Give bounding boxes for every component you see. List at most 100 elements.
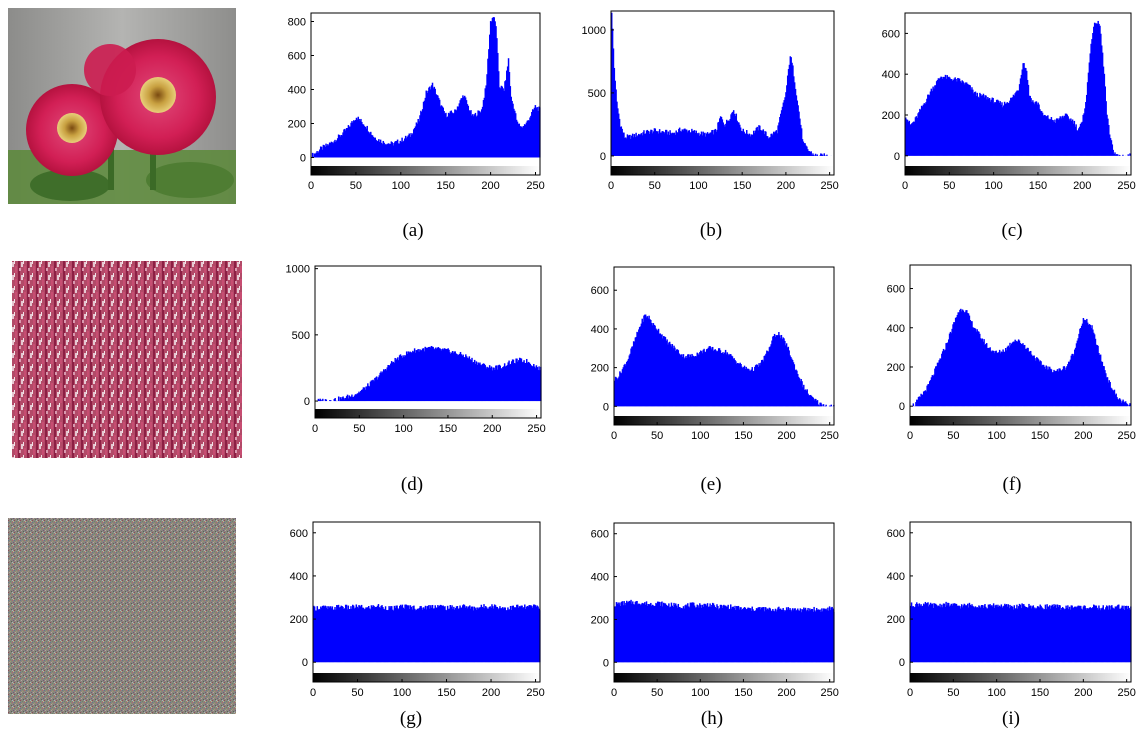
histogram-bar <box>765 131 767 156</box>
histogram-bar <box>803 607 805 663</box>
histogram-bar <box>506 365 509 402</box>
histogram-bar <box>1098 353 1100 407</box>
histogram-bar <box>971 321 973 407</box>
histogram-bar <box>1114 606 1117 663</box>
histogram-bar <box>771 133 773 156</box>
histogram-bar <box>705 133 708 156</box>
histogram-bar <box>1121 605 1123 663</box>
histogram-bar <box>734 116 737 156</box>
histogram-bar <box>966 605 968 663</box>
histogram-bar <box>1010 606 1012 663</box>
histogram-bar <box>1034 358 1036 407</box>
histogram-bar <box>955 603 958 663</box>
x-tick-label: 100 <box>393 687 411 699</box>
histogram-bar <box>813 606 815 663</box>
x-tick-label: 0 <box>310 687 316 699</box>
histogram-bar <box>906 119 909 156</box>
histogram-bar <box>1118 604 1120 663</box>
histogram-bar <box>732 358 735 407</box>
histogram-bar <box>935 366 937 407</box>
histogram-bar <box>708 606 710 663</box>
histogram-bar <box>939 603 941 663</box>
histogram-bar <box>632 341 635 407</box>
histogram-bar <box>1030 605 1032 663</box>
histogram-bar <box>383 142 385 158</box>
histogram-bar <box>414 352 417 402</box>
histogram-bar <box>633 341 636 407</box>
histogram-bar <box>724 605 726 663</box>
histogram-bar <box>356 606 358 663</box>
histogram-bar <box>756 126 758 156</box>
histogram-bar <box>1120 607 1123 663</box>
histogram-bar <box>492 17 495 158</box>
histogram-bar <box>432 608 435 663</box>
histogram-bar <box>506 66 509 158</box>
histogram-bar <box>1110 387 1112 407</box>
histogram-bar <box>744 133 746 156</box>
histogram-bar <box>693 602 695 663</box>
histogram-bar <box>453 351 456 402</box>
histogram-bar <box>512 605 514 663</box>
histogram-bar <box>616 603 619 663</box>
histogram-bar <box>950 79 952 156</box>
histogram-bar <box>640 133 643 156</box>
histogram-bar <box>713 349 716 407</box>
histogram-bar <box>679 607 681 663</box>
histogram-bar <box>487 58 489 158</box>
histogram-bar <box>820 611 822 663</box>
histogram-bar <box>670 346 673 407</box>
histogram-bar <box>371 606 374 663</box>
histogram-bar <box>347 398 350 402</box>
histogram-bar <box>1084 605 1086 663</box>
histogram-bar <box>977 331 979 407</box>
histogram-bar <box>931 603 934 663</box>
histogram-bar <box>342 396 344 402</box>
histogram-bar <box>735 361 737 407</box>
histogram-bar <box>1030 350 1032 407</box>
x-tick-label: 0 <box>312 423 318 435</box>
histogram-bar <box>431 346 434 402</box>
x-tick-label: 200 <box>1073 180 1091 192</box>
histogram-bar <box>489 21 492 158</box>
histogram-bar <box>791 611 793 663</box>
histogram-bar <box>789 56 792 156</box>
histogram-bar <box>385 370 388 402</box>
y-tick-label: 600 <box>882 28 900 40</box>
histogram-bar <box>750 610 753 663</box>
histogram-bar <box>315 152 317 158</box>
histogram-bar <box>1077 338 1079 407</box>
histogram-bar <box>495 26 497 158</box>
histogram-bar <box>377 140 379 158</box>
histogram-bar <box>658 129 661 156</box>
histogram-bar <box>1068 118 1070 156</box>
histogram-bar <box>791 62 793 156</box>
histogram-bar <box>625 602 627 663</box>
histogram-bar <box>635 336 637 407</box>
histogram-bar <box>1042 364 1044 407</box>
histogram-bar <box>962 81 964 156</box>
histogram-bar <box>917 397 920 407</box>
histogram-bar <box>1038 607 1041 663</box>
histogram-bar <box>433 608 436 663</box>
histogram-bar <box>724 352 726 407</box>
histogram-bar <box>934 85 936 156</box>
histogram-bar <box>686 132 689 156</box>
histogram-bar <box>740 130 743 156</box>
histogram-bar <box>772 335 775 407</box>
histogram-bar <box>911 606 914 663</box>
histogram-bar <box>412 133 414 158</box>
histogram-bar <box>349 126 351 158</box>
histogram-bar <box>318 608 320 663</box>
y-tick-label: 200 <box>591 614 609 626</box>
histogram-bar <box>619 371 621 407</box>
histogram-bar <box>469 605 471 663</box>
histogram-bar <box>712 351 715 407</box>
y-tick-label: 200 <box>887 614 905 626</box>
histogram-bar <box>762 129 765 156</box>
histogram-bar <box>993 353 996 407</box>
histogram-bar <box>665 129 667 156</box>
histogram-bar <box>1080 328 1082 407</box>
histogram-bar <box>769 608 772 663</box>
histogram-bar <box>1036 357 1038 407</box>
histogram-bar <box>778 332 780 407</box>
